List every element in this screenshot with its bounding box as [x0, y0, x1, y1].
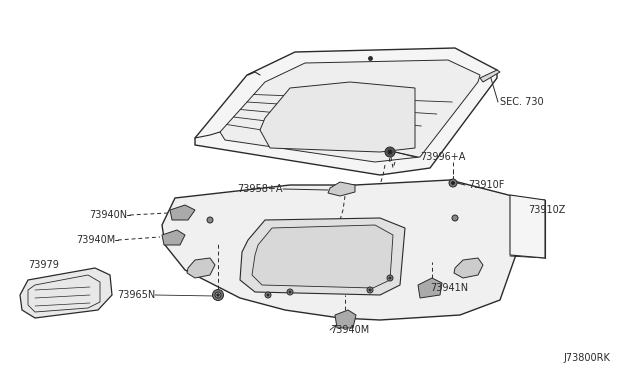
Text: 73910Z: 73910Z — [528, 205, 565, 215]
Circle shape — [217, 294, 219, 296]
Circle shape — [388, 150, 392, 154]
Circle shape — [287, 289, 293, 295]
Polygon shape — [187, 258, 215, 278]
Circle shape — [265, 292, 271, 298]
Text: 73965N: 73965N — [116, 290, 155, 300]
Circle shape — [389, 277, 391, 279]
Polygon shape — [162, 180, 530, 320]
Circle shape — [451, 182, 454, 185]
Polygon shape — [335, 310, 356, 328]
Text: J73800RK: J73800RK — [563, 353, 610, 363]
Circle shape — [289, 291, 291, 293]
Polygon shape — [510, 195, 545, 258]
Polygon shape — [480, 70, 500, 82]
Polygon shape — [418, 278, 442, 298]
Text: 73996+A: 73996+A — [420, 152, 465, 162]
Polygon shape — [252, 225, 393, 288]
Polygon shape — [170, 205, 195, 220]
Polygon shape — [454, 258, 483, 278]
Circle shape — [207, 217, 213, 223]
Text: 73979: 73979 — [28, 260, 59, 270]
Circle shape — [215, 292, 221, 298]
Circle shape — [267, 294, 269, 296]
Circle shape — [385, 147, 395, 157]
Text: 73958+A: 73958+A — [237, 184, 283, 194]
Polygon shape — [220, 60, 480, 162]
Text: SEC. 730: SEC. 730 — [500, 97, 543, 107]
Circle shape — [212, 289, 223, 301]
Circle shape — [449, 179, 457, 187]
Polygon shape — [260, 82, 415, 152]
Circle shape — [387, 275, 393, 281]
Polygon shape — [20, 268, 112, 318]
Text: 73941N: 73941N — [430, 283, 468, 293]
Circle shape — [367, 287, 373, 293]
Text: 73940M: 73940M — [330, 325, 369, 335]
Polygon shape — [162, 230, 185, 245]
Polygon shape — [195, 48, 497, 175]
Polygon shape — [328, 182, 355, 196]
Circle shape — [452, 215, 458, 221]
Text: 73940M: 73940M — [76, 235, 115, 245]
Polygon shape — [240, 218, 405, 295]
Text: 73940N: 73940N — [89, 210, 127, 220]
Text: 73910F: 73910F — [468, 180, 504, 190]
Circle shape — [369, 289, 371, 291]
